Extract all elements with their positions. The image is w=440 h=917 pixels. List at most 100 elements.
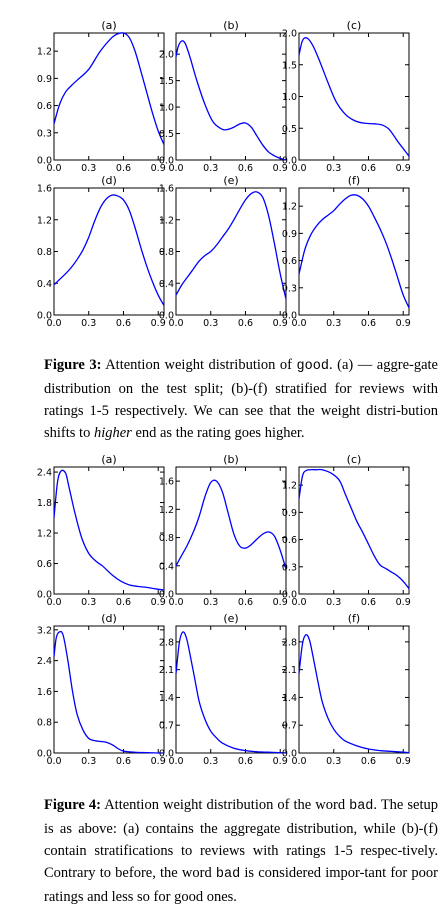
fig4-panel-1-axes-frame xyxy=(53,466,165,595)
fig3-panel-1-ytick-label: 0.6 xyxy=(37,101,52,112)
fig3-panel-5-xtick-label: 0.0 xyxy=(168,318,183,329)
fig4-panel-5-xtick-label: 0.9 xyxy=(273,756,288,767)
fig4-panel-1-ytick-label: 0.6 xyxy=(37,559,52,570)
fig4-panel-5-xtick-label: 0.0 xyxy=(168,756,183,767)
fig4-panel-3-axes-frame xyxy=(298,466,410,595)
fig3-panel-3-ytick-label: 2.0 xyxy=(282,29,297,40)
fig3-panel-4-xtick-label: 0.6 xyxy=(116,318,131,329)
fig3-panel-1-axes-frame xyxy=(53,32,165,161)
fig4-panel-3-ytick-label: 0.3 xyxy=(282,562,297,573)
fig3-panel-1-xtick-label: 0.0 xyxy=(46,163,61,174)
fig3-panel-5-title: (e) xyxy=(223,174,238,187)
figure-3-caption-text-3: end as the rating goes higher. xyxy=(131,425,305,441)
fig3-panel-3-title: (c) xyxy=(347,19,362,32)
fig4-panel-1-title: (a) xyxy=(101,453,116,466)
fig3-panel-1-xtick-label: 0.6 xyxy=(116,163,131,174)
fig3-panel-3-xtick-label: 0.0 xyxy=(291,163,306,174)
fig4-panel-2-ytick-label: 0.4 xyxy=(159,561,174,572)
fig4-panel-3-xtick-label: 0.3 xyxy=(326,597,341,608)
fig3-panel-2-density-line xyxy=(175,40,287,161)
fig4-panel-5-xtick-label: 0.3 xyxy=(203,756,218,767)
fig3-panel-3-xtick-label: 0.6 xyxy=(361,163,376,174)
fig4-panel-3-xtick-label: 0.0 xyxy=(291,597,306,608)
fig3-panel-6-xtick-label: 0.3 xyxy=(326,318,341,329)
fig4-panel-3-ytick-label: 0.6 xyxy=(282,535,297,546)
figure-3-caption: Figure 3: Attention weight distribution … xyxy=(44,354,438,444)
figure-3-caption-emphasis: higher xyxy=(93,425,132,441)
fig4-panel-2-ytick-label: 1.6 xyxy=(159,477,174,488)
fig4-panel-3-ytick-label: 0.0 xyxy=(282,590,297,601)
fig3-panel-4-ytick-label: 0.0 xyxy=(37,311,52,322)
fig3-panel-1-xtick-label: 0.9 xyxy=(151,163,166,174)
fig3-panel-5-ytick-label: 0.4 xyxy=(159,279,174,290)
fig3-panel-1-ytick-label: 0.3 xyxy=(37,128,52,139)
fig3-panel-5-xtick-label: 0.9 xyxy=(273,318,288,329)
fig3-panel-1-title: (a) xyxy=(101,19,116,32)
fig4-panel-3-density-line xyxy=(298,468,410,589)
fig4-panel-6-xtick-label: 0.3 xyxy=(326,756,341,767)
fig4-panel-1-xtick-label: 0.0 xyxy=(46,597,61,608)
fig4-panel-1-ytick-label: 1.2 xyxy=(37,529,52,540)
fig4-panel-4-density-line xyxy=(53,630,165,754)
fig4-panel-2-xtick-label: 0.9 xyxy=(273,597,288,608)
fig3-panel-4-xtick-label: 0.9 xyxy=(151,318,166,329)
fig4-panel-5-density-line xyxy=(175,631,287,754)
fig4-panel-4-xtick-label: 0.9 xyxy=(151,756,166,767)
fig3-panel-3-ytick-label: 0.0 xyxy=(282,156,297,167)
fig4-panel-1-density-line xyxy=(53,469,165,591)
fig4-panel-2-axes-frame xyxy=(175,466,287,595)
figure-3-caption-text-1: Attention weight distribution of xyxy=(105,357,297,373)
figure-4-caption-keyword-1: bad xyxy=(349,799,374,814)
fig3-panel-2-xtick-label: 0.0 xyxy=(168,163,183,174)
fig4-panel-2-xtick-label: 0.0 xyxy=(168,597,183,608)
fig3-panel-4-axes-frame xyxy=(53,187,165,316)
fig3-panel-4-density-line xyxy=(53,194,165,306)
fig3-panel-1-ytick-label: 0.0 xyxy=(37,156,52,167)
fig4-panel-1-xtick-label: 0.9 xyxy=(151,597,166,608)
figure-4-caption-text-1: Attention weight distribution of the wor… xyxy=(104,797,350,813)
fig4-panel-4-ytick-label: 2.4 xyxy=(37,656,52,667)
fig4-panel-3-xtick-label: 0.6 xyxy=(361,597,376,608)
fig4-panel-4-ytick-label: 0.0 xyxy=(37,749,52,760)
fig3-panel-6-ytick-label: 0.9 xyxy=(282,229,297,240)
figure-3-caption-text-2: . (a) — aggre-gate distribution on the t… xyxy=(44,357,438,441)
fig3-panel-3-ytick-label: 1.5 xyxy=(282,60,297,71)
fig3-panel-5-xtick-label: 0.6 xyxy=(238,318,253,329)
fig3-panel-4-title: (d) xyxy=(101,174,117,187)
fig3-panel-2-xtick-label: 0.6 xyxy=(238,163,253,174)
figure-3-caption-keyword: good xyxy=(296,359,329,374)
fig4-panel-4-xtick-label: 0.6 xyxy=(116,756,131,767)
fig3-panel-2-xtick-label: 0.9 xyxy=(273,163,288,174)
fig4-panel-1-ytick-label: 1.8 xyxy=(37,498,52,509)
fig3-panel-6-ytick-label: 0.3 xyxy=(282,283,297,294)
fig3-panel-6-xtick-label: 0.0 xyxy=(291,318,306,329)
fig3-panel-4-ytick-label: 0.8 xyxy=(37,247,52,258)
fig3-panel-6-density-line xyxy=(298,194,410,309)
fig4-panel-1-xtick-label: 0.6 xyxy=(116,597,131,608)
fig3-panel-6-ytick-label: 0.6 xyxy=(282,256,297,267)
fig3-panel-3-density-line xyxy=(298,37,410,157)
fig3-panel-5-ytick-label: 0.0 xyxy=(159,311,174,322)
figure-4-caption-text-3: is considered impor-tant for poor rating… xyxy=(44,865,438,905)
fig4-panel-3-xtick-label: 0.9 xyxy=(396,597,411,608)
fig3-panel-1-xtick-label: 0.3 xyxy=(81,163,96,174)
fig3-panel-4-xtick-label: 0.0 xyxy=(46,318,61,329)
fig4-panel-1-ytick-label: 2.4 xyxy=(37,468,52,479)
fig3-panel-2-ytick-label: 1.5 xyxy=(159,76,174,87)
fig4-panel-4-ytick-label: 3.2 xyxy=(37,625,52,636)
fig3-panel-6-ytick-label: 0.0 xyxy=(282,311,297,322)
fig3-panel-6-axes-frame xyxy=(298,187,410,316)
fig4-panel-2-density-line xyxy=(175,479,287,570)
fig4-panel-4-xtick-label: 0.0 xyxy=(46,756,61,767)
fig3-panel-3-ytick-label: 0.5 xyxy=(282,124,297,135)
fig3-panel-2-ytick-label: 0.5 xyxy=(159,129,174,140)
fig4-panel-2-ytick-label: 1.2 xyxy=(159,505,174,516)
fig3-panel-1-density-line xyxy=(53,32,165,145)
fig4-panel-6-axes-frame xyxy=(298,625,410,754)
fig4-panel-4-xtick-label: 0.3 xyxy=(81,756,96,767)
fig4-panel-3-title: (c) xyxy=(347,453,362,466)
fig4-panel-6-ytick-label: 0.7 xyxy=(282,721,297,732)
fig4-panel-1-ytick-label: 0.0 xyxy=(37,590,52,601)
fig3-panel-5-ytick-label: 1.6 xyxy=(159,184,174,195)
